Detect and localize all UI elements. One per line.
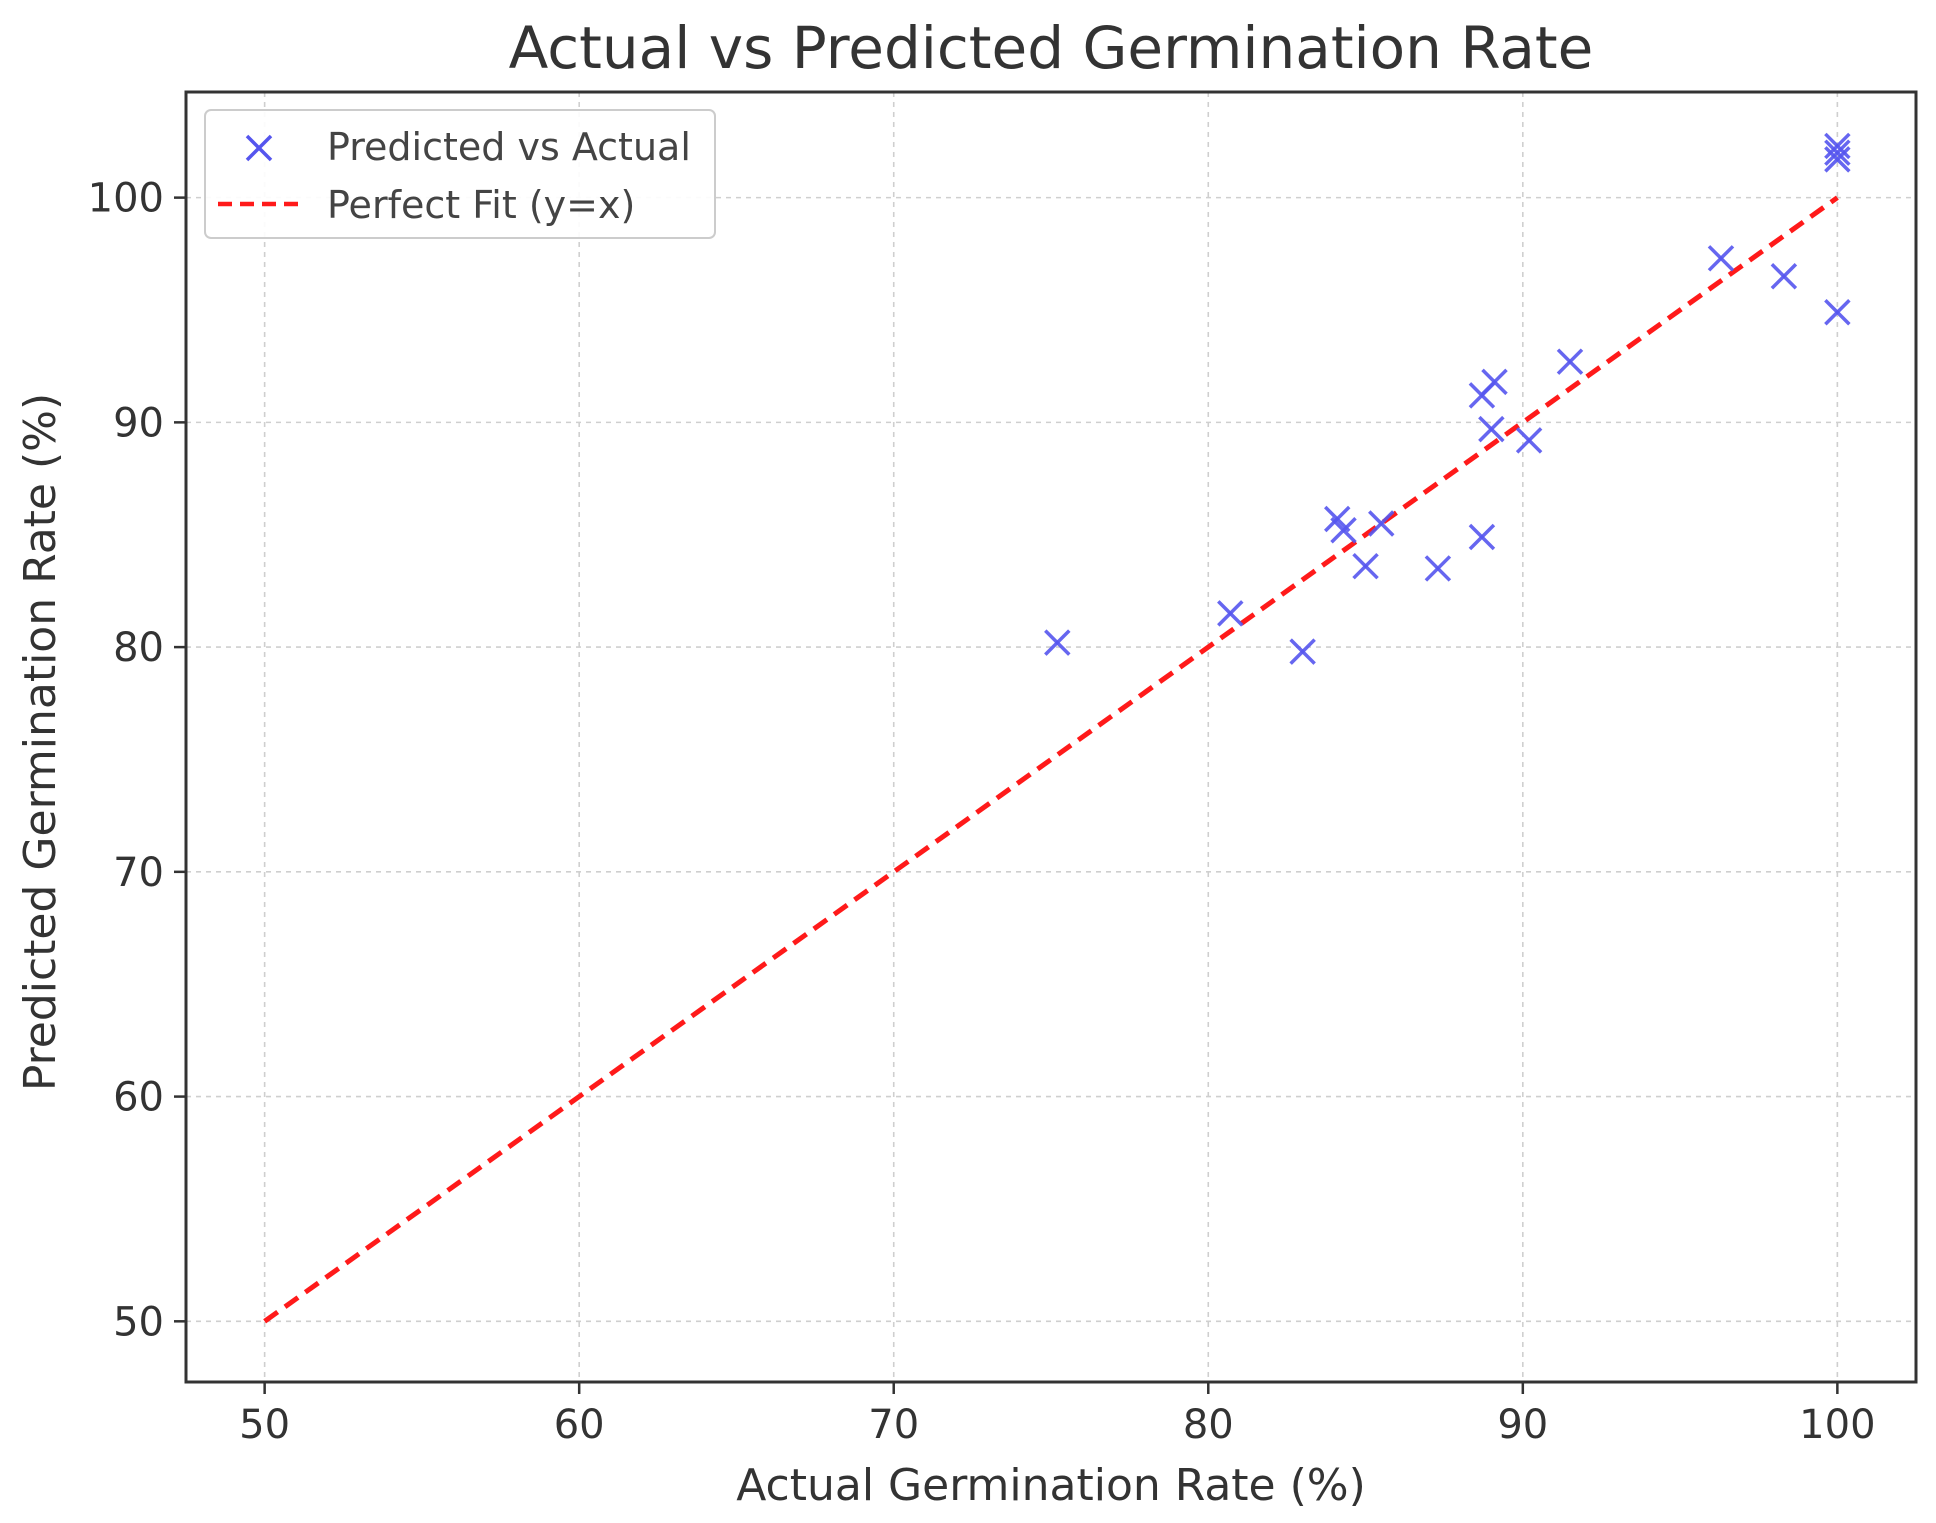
chart-title: Actual vs Predicted Germination Rate (509, 14, 1594, 82)
data-point (1824, 146, 1851, 173)
data-point (1044, 629, 1071, 656)
legend: Predicted vs Actual Perfect Fit (y=x) (204, 109, 716, 239)
data-point (1824, 132, 1851, 160)
data-point (1515, 427, 1543, 454)
data-point (1330, 517, 1357, 544)
data-point (1352, 552, 1379, 580)
y-axis-ticks: 50 60 70 80 90 100 (88, 176, 186, 1345)
x-tick-label: 70 (868, 1402, 919, 1448)
x-tick-label: 80 (1183, 1402, 1234, 1448)
data-points (1044, 132, 1851, 665)
plot-area-frame (184, 90, 1918, 1384)
x-axis-ticks: 50 60 70 80 90 100 (239, 1382, 1876, 1448)
y-tick-label: 100 (88, 176, 164, 222)
data-point (1824, 139, 1851, 166)
y-axis-label: Predicted Germination Rate (%) (15, 393, 66, 1091)
data-point (1824, 299, 1851, 326)
y-tick-label: 50 (113, 1299, 164, 1345)
perfect-fit-line-layer (263, 195, 1839, 1324)
x-tick-label: 90 (1497, 1402, 1548, 1448)
y-tick-label: 60 (113, 1075, 164, 1121)
data-point (1368, 510, 1395, 537)
legend-marker-x-icon (245, 134, 273, 162)
data-point (1468, 523, 1496, 551)
data-point (1556, 348, 1584, 375)
data-point (1424, 555, 1452, 582)
y-tick-label: 80 (113, 625, 164, 671)
x-tick-label: 50 (239, 1402, 290, 1448)
x-tick-label: 100 (1799, 1402, 1875, 1448)
data-point (1770, 263, 1798, 290)
legend-entry-line: Perfect Fit (y=x) (327, 183, 635, 227)
perfect-fit-line (263, 195, 1839, 1324)
data-point (1289, 638, 1316, 665)
legend-entry-scatter: Predicted vs Actual (327, 125, 691, 169)
x-tick-label: 60 (554, 1402, 605, 1448)
data-point (1217, 600, 1244, 627)
x-axis-label: Actual Germination Rate (%) (736, 1460, 1366, 1511)
data-point (1481, 368, 1508, 396)
y-tick-label: 90 (113, 400, 164, 446)
y-tick-label: 70 (113, 850, 164, 896)
legend-box (204, 109, 716, 239)
data-point (1478, 415, 1505, 443)
data-point (1707, 245, 1735, 272)
grid-lines (186, 92, 1916, 1382)
